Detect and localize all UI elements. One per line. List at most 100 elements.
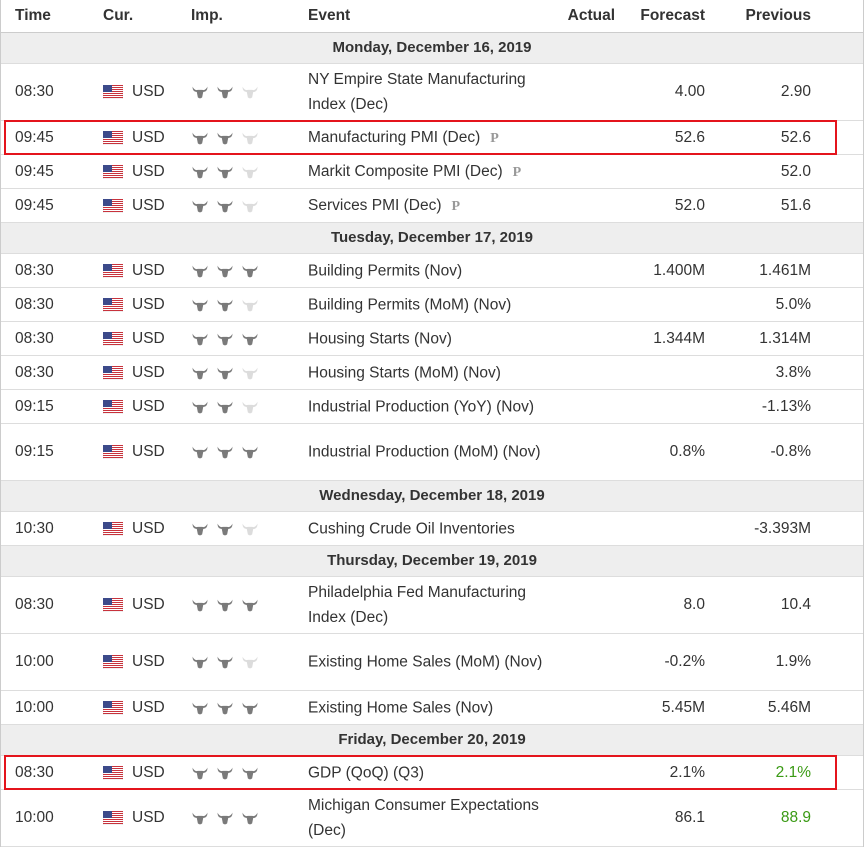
highlight-box [4, 120, 837, 155]
importance [191, 655, 266, 670]
flag [102, 654, 124, 670]
importance [191, 700, 266, 715]
event-row: 08:30 USD Building Permits (MoM) (Nov) 5.0% [1, 288, 863, 322]
time: 08:30 [15, 261, 54, 279]
time: 09:15 [15, 397, 54, 415]
importance [191, 598, 266, 613]
day-row: Friday, December 20, 2019 [1, 725, 863, 756]
flag [102, 399, 124, 414]
currency: USD [132, 443, 165, 460]
time: 08:30 [15, 329, 54, 347]
previous: 1.314M [759, 329, 811, 347]
time: 08:30 [15, 83, 54, 100]
event-name: Building Permits (MoM) (Nov) [308, 296, 512, 313]
previous: 88.9 [780, 809, 811, 826]
previous: 5.46M [767, 698, 811, 716]
currency: USD [132, 698, 165, 716]
previous: 1.9% [775, 653, 811, 670]
event: Industrial Production (YoY) (Nov) [308, 394, 543, 419]
event-row: 09:45 USD Markit Composite PMI (Dec) P 52.0 [1, 155, 863, 189]
forecast: 1.344M [653, 329, 705, 347]
currency: USD [132, 162, 165, 180]
flag [102, 365, 124, 380]
event: Philadelphia Fed Manufacturing Index (De… [308, 580, 543, 630]
importance [191, 297, 266, 312]
currency: USD [132, 363, 165, 381]
flag [102, 331, 124, 346]
event-name: Cushing Crude Oil Inventories [308, 520, 515, 537]
day-row: Tuesday, December 17, 2019 [1, 223, 863, 254]
column-header: Actual [567, 7, 615, 24]
event-row: 08:30 USD GDP (QoQ) (Q3) 2.1% 2.1% [1, 755, 863, 790]
event-row: 09:45 USD Services PMI (Dec) P 52.0 51.6 [1, 189, 863, 223]
event-name: NY Empire State Manufacturing Index (Dec… [308, 71, 526, 113]
event-name: Services PMI (Dec) [308, 196, 442, 214]
currency: USD [132, 128, 165, 146]
event-row: 10:30 USD Cushing Crude Oil Inventories -3.… [1, 512, 863, 546]
currency: USD [132, 763, 165, 781]
event-name: Existing Home Sales (MoM) (Nov) [308, 653, 543, 671]
event: Existing Home Sales (MoM) (Nov) [308, 650, 543, 675]
event: Services PMI (Dec) P [308, 193, 543, 219]
time: 09:15 [15, 443, 54, 460]
event-row: 10:00 USD Existing Home Sales (Nov) 5.45M 5.… [1, 691, 863, 725]
previous: 2.90 [780, 83, 811, 100]
time: 10:00 [15, 698, 54, 716]
column-header: Forecast [640, 7, 705, 24]
flag [102, 810, 124, 826]
flag [102, 765, 124, 780]
importance [191, 811, 266, 826]
event: Industrial Production (MoM) (Nov) [308, 440, 543, 465]
column-header: Previous [745, 7, 811, 24]
event-row: 09:15 USD Industrial Production (YoY) (Nov… [1, 390, 863, 424]
forecast: 8.0 [683, 596, 705, 613]
importance [191, 765, 266, 780]
event-row: 08:30 USD Housing Starts (MoM) (Nov) 3.8% [1, 356, 863, 390]
time: 08:30 [15, 363, 54, 381]
forecast: 5.45M [661, 698, 705, 716]
currency: USD [132, 196, 165, 214]
event-name: Michigan Consumer Expectations (Dec) [308, 797, 539, 839]
previous: 51.6 [780, 196, 811, 214]
flag [102, 84, 124, 100]
currency: USD [132, 83, 165, 100]
time: 08:30 [15, 295, 54, 313]
event-name: Industrial Production (MoM) (Nov) [308, 443, 541, 461]
previous: 10.4 [780, 596, 811, 613]
event: Manufacturing PMI (Dec) P [308, 125, 543, 151]
flag [102, 198, 124, 213]
preliminary-badge: P [512, 164, 522, 180]
forecast: 4.00 [674, 83, 705, 100]
event-row: 08:30 USD Building Permits (Nov) 1.400M 1.46… [1, 254, 863, 288]
event: Markit Composite PMI (Dec) P [308, 159, 543, 185]
forecast: -0.2% [664, 653, 706, 670]
time: 09:45 [15, 128, 54, 146]
day-row: Wednesday, December 18, 2019 [1, 481, 863, 512]
time: 10:30 [15, 519, 54, 537]
event-name: Manufacturing PMI (Dec) [308, 128, 481, 146]
event-name: Existing Home Sales (Nov) [308, 699, 494, 716]
event: Cushing Crude Oil Inventories [308, 516, 543, 541]
currency: USD [132, 596, 165, 613]
flag [102, 130, 124, 145]
day-row: Thursday, December 19, 2019 [1, 546, 863, 577]
importance [191, 445, 266, 460]
event: NY Empire State Manufacturing Index (Dec… [308, 67, 543, 117]
currency: USD [132, 809, 165, 826]
time: 09:45 [15, 196, 54, 214]
flag [102, 164, 124, 179]
importance [191, 521, 266, 536]
event-row: 09:15 USD Industrial Production (MoM) (Nov… [1, 424, 863, 481]
currency: USD [132, 653, 165, 670]
previous: -1.13% [761, 397, 811, 415]
flag [102, 597, 124, 613]
event-row: 08:30 USD NY Empire State Manufacturing In… [1, 64, 863, 121]
event: Building Permits (Nov) [308, 258, 543, 283]
day-date: Friday, December 20, 2019 [338, 731, 526, 748]
event: Housing Starts (Nov) [308, 326, 543, 351]
event: Existing Home Sales (Nov) [308, 695, 543, 720]
event-name: Industrial Production (YoY) (Nov) [308, 398, 534, 415]
currency: USD [132, 519, 165, 537]
